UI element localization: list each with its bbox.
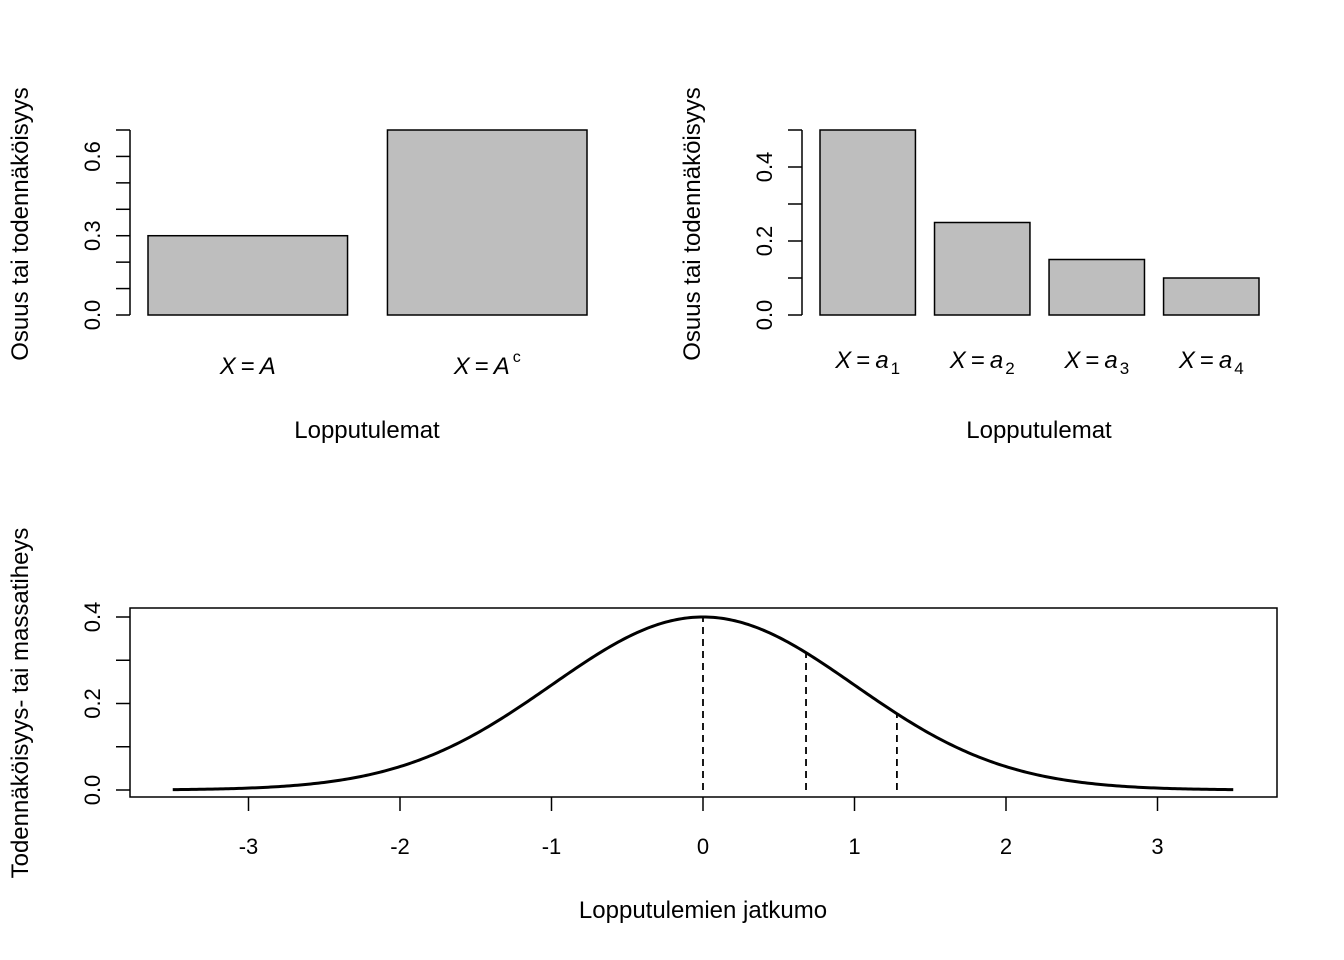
y-axis-title: Todennäköisyys- tai massatiheys <box>7 528 34 879</box>
y-tick-label: 0.0 <box>752 300 777 331</box>
y-tick-label: 0.4 <box>752 152 777 183</box>
y-axis-title: Osuus tai todennäköisyys <box>679 87 706 360</box>
category-label: X = A <box>219 353 276 380</box>
x-tick-label: 2 <box>1000 834 1012 859</box>
bar <box>386 129 588 316</box>
x-axis-title: Lopputulemien jatkumo <box>579 897 827 924</box>
bar-chart-2: 0.00.20.4 X = a 1 X = a 2 X = a 3 X = a 4 Lopputulemat … <box>679 87 1260 444</box>
bar <box>933 221 1031 316</box>
x-tick-label: -2 <box>390 834 410 859</box>
category-label: X = a 4 <box>1178 347 1244 378</box>
bar <box>147 234 349 316</box>
bar <box>1162 277 1260 316</box>
category-label: X = a 3 <box>1063 347 1129 378</box>
bar <box>1048 258 1146 316</box>
y-tick-label: 0.3 <box>80 220 105 251</box>
x-axis-title: Lopputulemat <box>966 417 1112 444</box>
x-axis: -3 -2 -1 0 1 2 3 <box>239 797 1164 859</box>
y-axis: 0.0 0.2 0.4 <box>752 129 803 331</box>
density-chart: -3 -2 -1 0 1 2 3 0.0 0.2 0.4 Lopputulemien jatku… <box>7 528 1278 924</box>
x-tick-label: 3 <box>1151 834 1163 859</box>
bar-series <box>147 129 588 316</box>
x-tick-label: 1 <box>848 834 860 859</box>
y-tick-label: 0.6 <box>80 141 105 172</box>
y-tick-label: 0.2 <box>80 688 105 719</box>
y-axis: 0.0 0.3 0.6 <box>80 129 131 331</box>
y-tick-label: 0.0 <box>80 775 105 806</box>
category-label: X = a 2 <box>949 347 1015 378</box>
y-tick-label: 0.2 <box>752 226 777 257</box>
x-tick-label: 0 <box>697 834 709 859</box>
x-axis-title: Lopputulemat <box>294 417 440 444</box>
y-axis: 0.0 0.2 0.4 <box>80 602 130 806</box>
bar <box>819 129 917 316</box>
bar-series <box>819 129 1260 316</box>
category-label: X = a 1 <box>834 347 900 378</box>
x-tick-label: -1 <box>542 834 562 859</box>
x-tick-label: -3 <box>239 834 259 859</box>
y-tick-label: 0.4 <box>80 602 105 633</box>
y-tick-label: 0.0 <box>80 300 105 331</box>
category-labels: X = a 1 X = a 2 X = a 3 X = a 4 <box>834 347 1243 378</box>
density-curve <box>172 615 1234 792</box>
dashed-reference-lines <box>702 616 898 790</box>
y-axis-title: Osuus tai todennäköisyys <box>7 87 34 360</box>
